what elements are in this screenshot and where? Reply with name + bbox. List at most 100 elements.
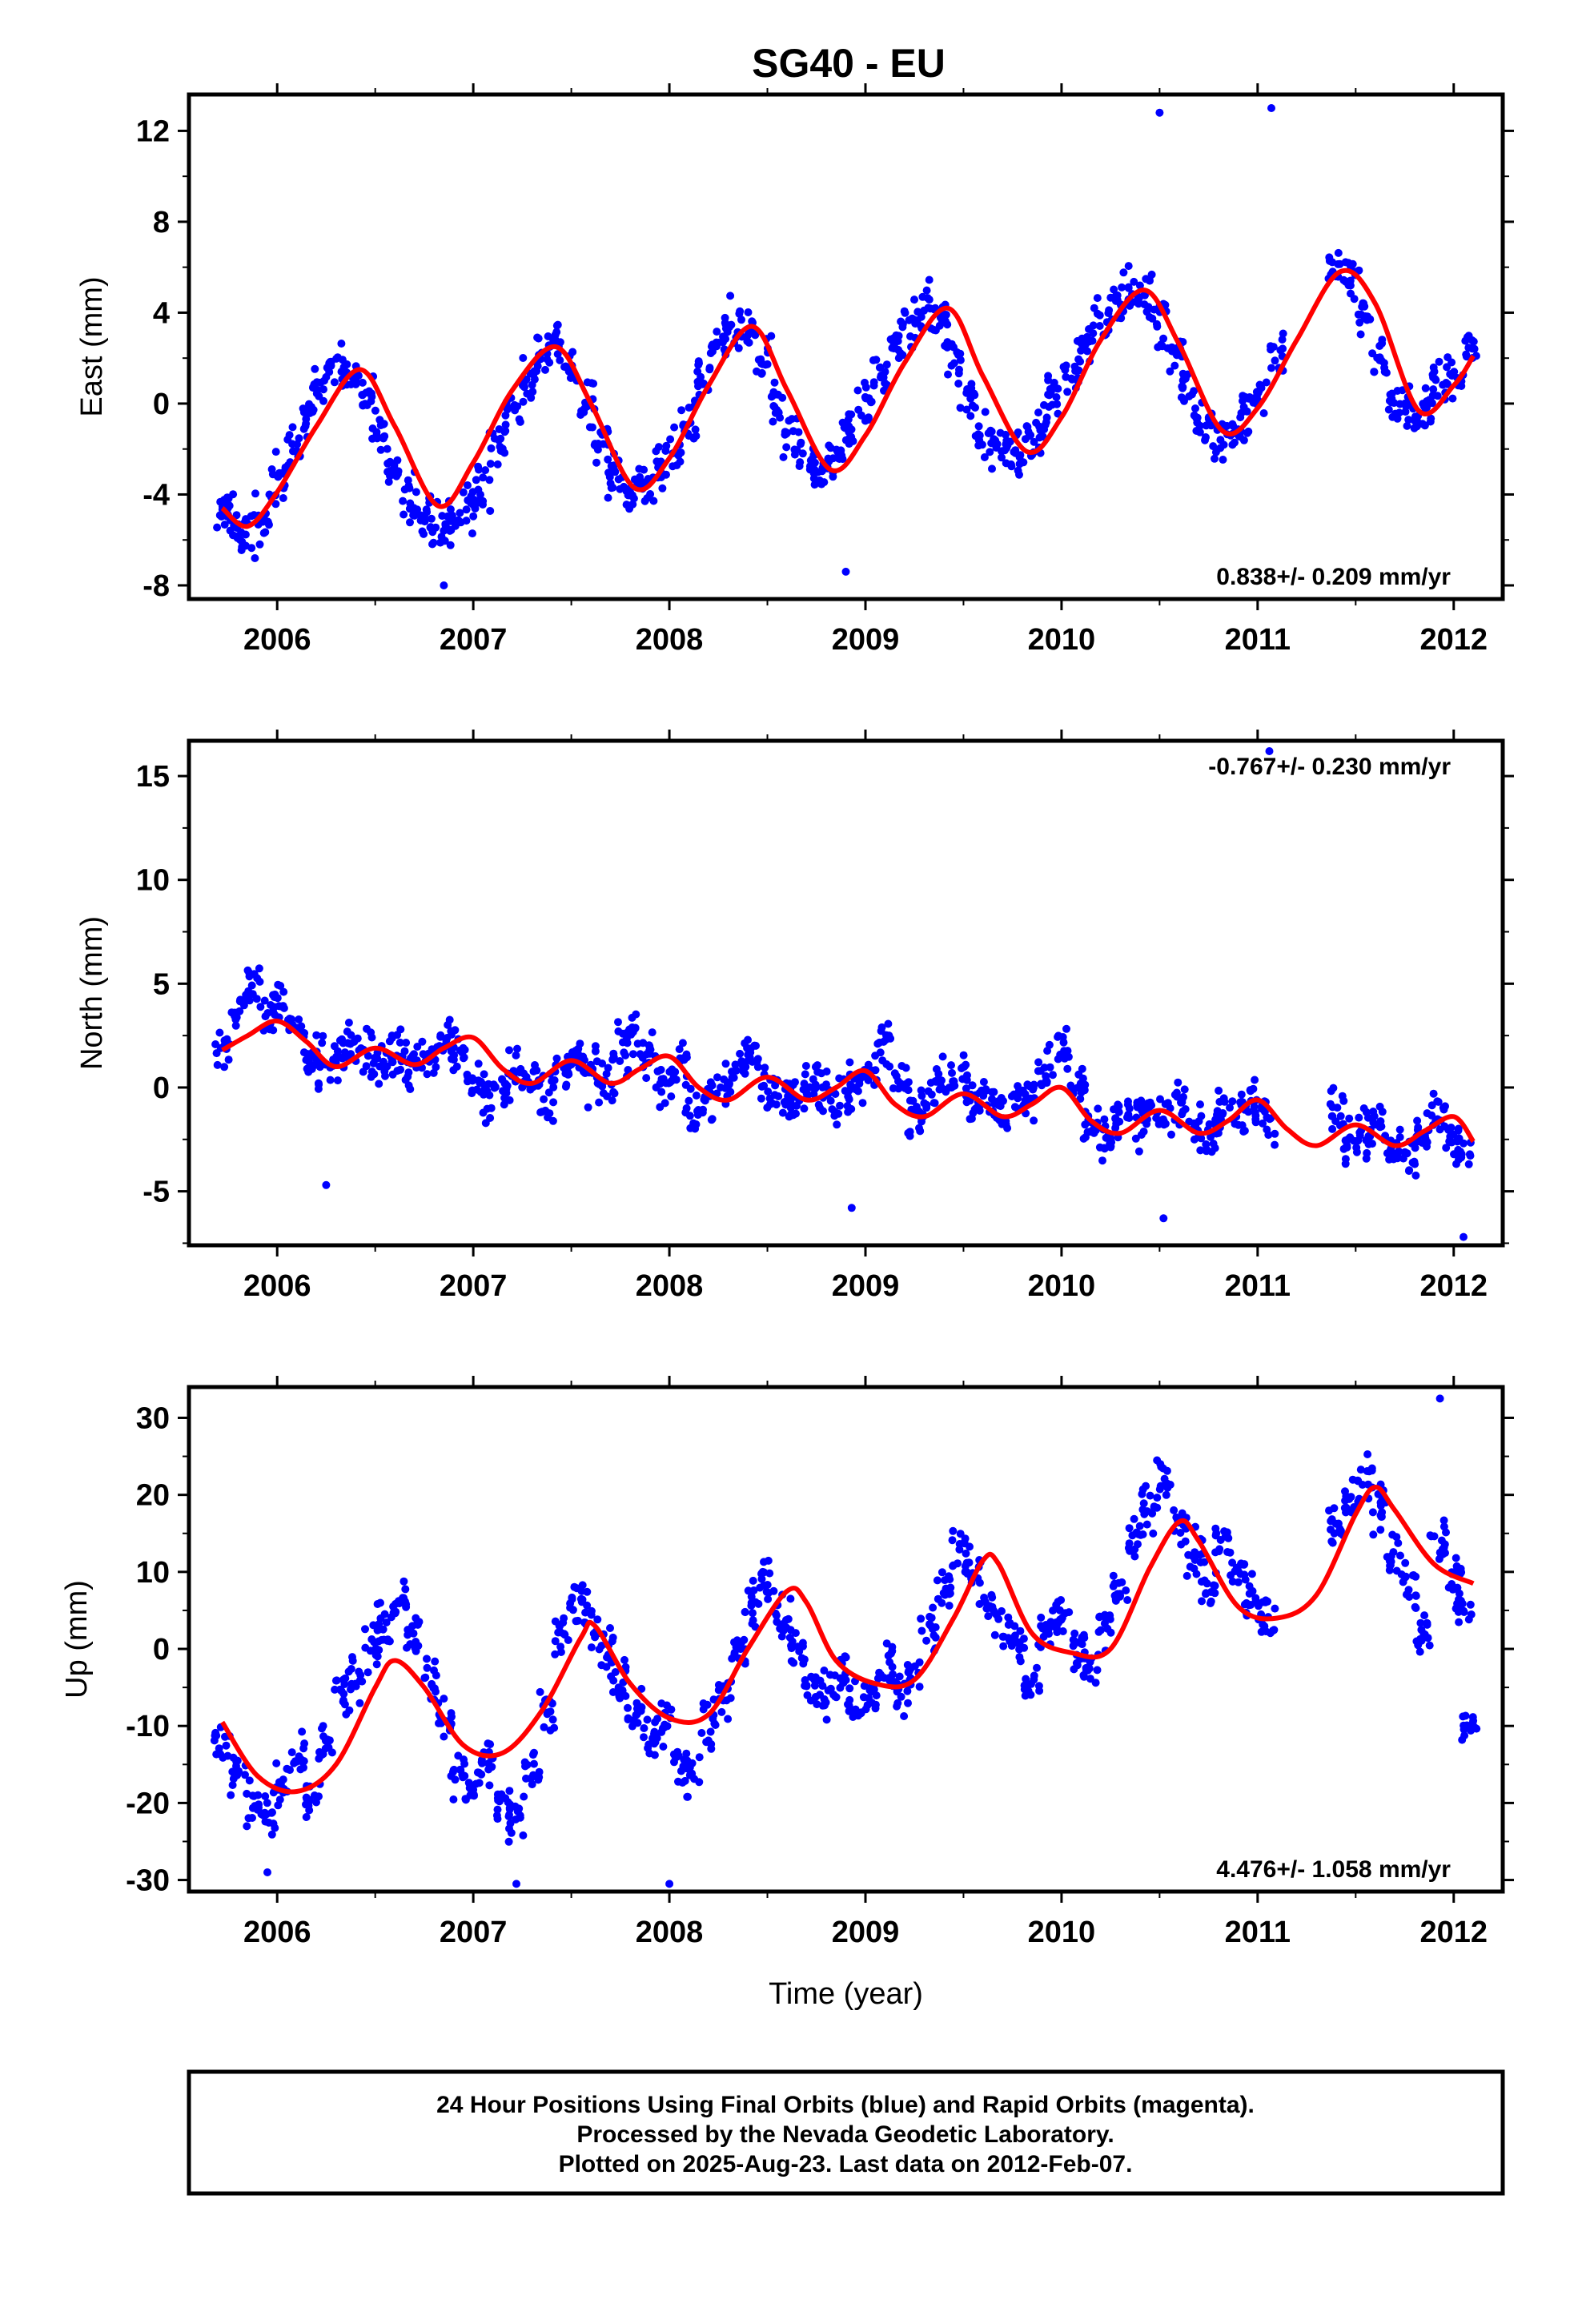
data-point xyxy=(1095,311,1104,320)
data-point xyxy=(1154,1120,1163,1128)
data-point xyxy=(1080,1672,1088,1681)
x-tick-label: 2008 xyxy=(636,1269,704,1303)
data-point xyxy=(1423,1138,1431,1147)
data-point xyxy=(331,1685,339,1694)
data-point xyxy=(1355,1113,1363,1122)
data-point xyxy=(446,505,455,513)
data-point xyxy=(556,1648,565,1656)
data-point xyxy=(699,1105,707,1114)
data-point xyxy=(299,424,308,433)
data-point xyxy=(826,1096,835,1105)
data-point xyxy=(500,1100,508,1109)
data-point xyxy=(505,1046,513,1055)
data-point xyxy=(1327,1537,1336,1546)
data-point xyxy=(658,484,667,493)
data-point xyxy=(1156,1095,1164,1104)
data-point xyxy=(373,1652,382,1661)
data-point xyxy=(260,996,269,1005)
data-point xyxy=(740,1635,749,1644)
x-axis-label: Time (year) xyxy=(769,1977,923,2011)
data-point xyxy=(1030,1116,1038,1125)
data-point xyxy=(1228,1097,1237,1106)
data-point xyxy=(361,400,369,408)
data-point xyxy=(587,1610,596,1619)
data-point xyxy=(1334,248,1343,257)
data-point xyxy=(968,1081,977,1090)
data-point xyxy=(614,1018,622,1027)
data-point xyxy=(741,1607,749,1616)
data-point xyxy=(493,1805,502,1814)
data-point xyxy=(1452,1554,1460,1562)
data-point xyxy=(1137,1131,1146,1139)
data-point xyxy=(917,1614,926,1623)
data-point xyxy=(882,1639,891,1648)
data-point xyxy=(549,1098,558,1107)
data-point xyxy=(1071,367,1080,376)
data-point xyxy=(400,510,408,519)
data-point xyxy=(1376,1502,1385,1510)
data-point xyxy=(956,356,965,364)
data-point xyxy=(1463,1721,1472,1730)
data-point xyxy=(333,1076,342,1085)
data-point xyxy=(548,1116,557,1125)
data-point xyxy=(355,1699,364,1707)
data-point xyxy=(948,1536,957,1545)
data-point xyxy=(530,1759,538,1768)
data-point xyxy=(820,1701,829,1710)
data-point xyxy=(744,1051,753,1059)
data-point xyxy=(632,1010,640,1019)
data-point xyxy=(303,1064,311,1073)
data-point xyxy=(421,1673,430,1682)
data-point xyxy=(913,316,921,325)
data-point xyxy=(1355,1128,1364,1137)
data-point xyxy=(412,488,420,497)
data-point xyxy=(761,1063,769,1072)
data-point xyxy=(684,1792,692,1801)
data-point xyxy=(1138,1099,1146,1108)
data-point xyxy=(1427,414,1435,423)
data-point xyxy=(383,468,392,476)
data-point xyxy=(1228,420,1237,428)
data-point xyxy=(741,1069,749,1078)
data-point xyxy=(306,402,315,411)
data-point xyxy=(1257,1627,1266,1636)
data-point xyxy=(261,1792,270,1800)
data-point xyxy=(624,1703,632,1712)
data-point xyxy=(904,1078,913,1087)
data-point xyxy=(864,1076,873,1084)
data-point xyxy=(800,1104,809,1113)
data-point xyxy=(474,1059,483,1068)
data-point xyxy=(1244,1108,1253,1116)
data-point xyxy=(1404,416,1413,424)
data-point xyxy=(1192,427,1201,435)
data-point xyxy=(285,1015,294,1023)
data-point xyxy=(379,434,387,443)
data-point xyxy=(999,1642,1008,1651)
data-point xyxy=(851,1705,860,1714)
data-point xyxy=(1279,329,1287,338)
data-point xyxy=(1037,1080,1046,1088)
y-tick-label: 4 xyxy=(153,296,170,330)
data-point xyxy=(624,1066,632,1074)
data-point xyxy=(447,1709,456,1718)
outlier-point xyxy=(1267,104,1275,112)
data-point xyxy=(1405,1593,1414,1601)
data-point xyxy=(286,1766,294,1775)
data-point xyxy=(774,1092,783,1100)
data-point xyxy=(980,453,989,461)
fit-curve xyxy=(220,267,1476,529)
data-point xyxy=(1363,1113,1372,1122)
outlier-point xyxy=(1460,1232,1468,1241)
data-point xyxy=(757,1574,766,1583)
data-point xyxy=(247,981,256,990)
data-point xyxy=(383,444,391,453)
data-point xyxy=(741,1063,750,1072)
data-point xyxy=(830,1108,839,1116)
data-point xyxy=(468,1074,477,1083)
data-point xyxy=(1076,357,1085,366)
data-point xyxy=(649,497,658,505)
data-point xyxy=(797,438,805,447)
data-point xyxy=(319,385,327,394)
data-point xyxy=(595,1080,604,1088)
data-point xyxy=(875,1668,884,1677)
